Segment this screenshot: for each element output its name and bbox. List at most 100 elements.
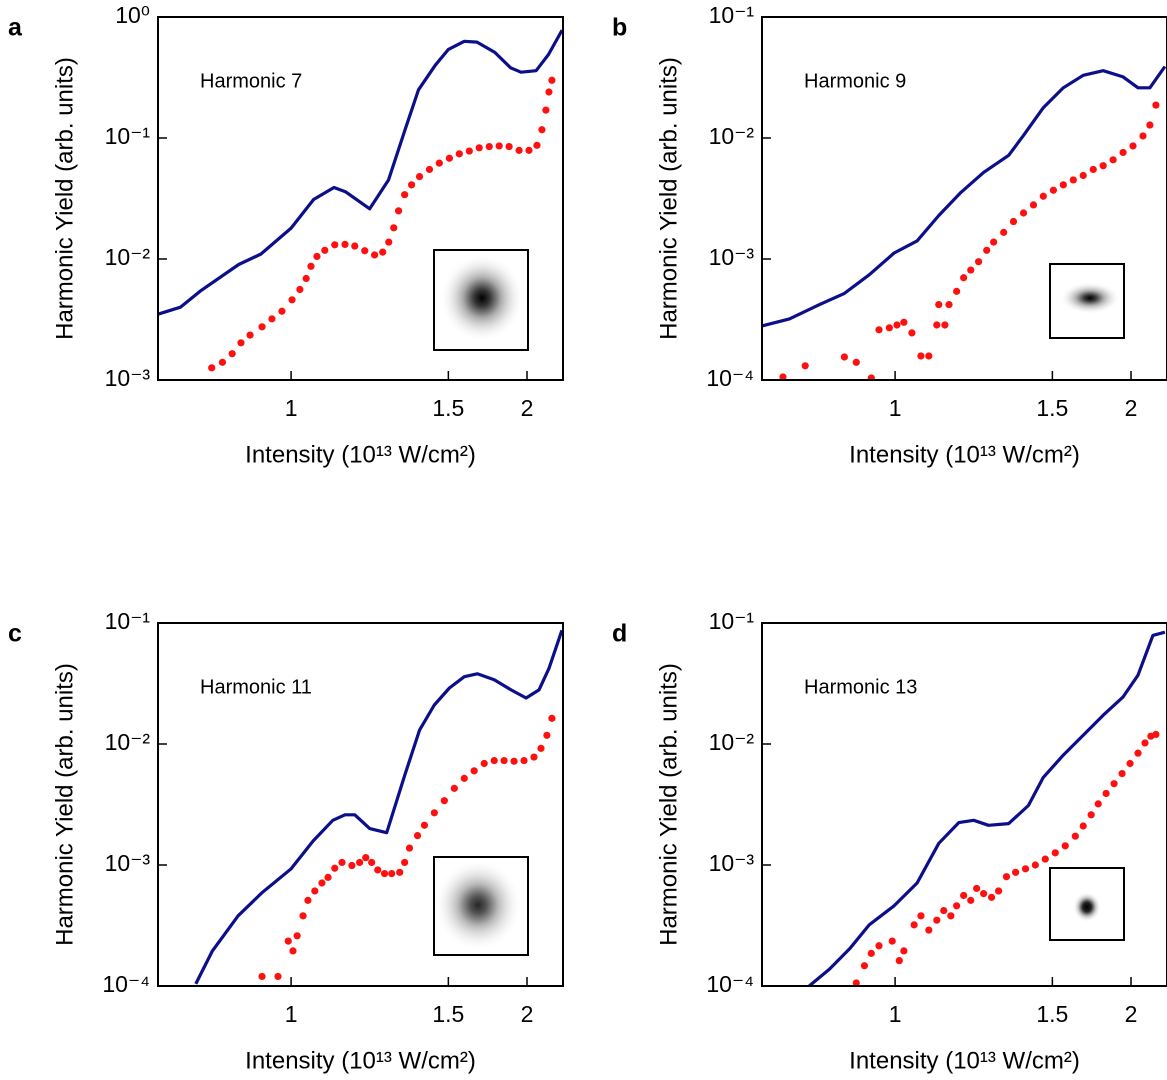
point	[370, 251, 379, 259]
inset-c	[433, 856, 529, 956]
point	[288, 296, 296, 304]
point	[500, 756, 508, 765]
point	[455, 150, 463, 158]
point	[435, 159, 443, 167]
point	[1041, 855, 1049, 863]
point	[1061, 842, 1069, 850]
point	[1146, 121, 1154, 129]
point	[875, 326, 883, 334]
point	[490, 756, 498, 765]
point	[900, 318, 908, 326]
y-tick-label: 10⁻¹	[105, 123, 151, 149]
axes-frame	[761, 16, 1167, 381]
point	[1099, 162, 1107, 170]
point	[867, 374, 875, 380]
point	[538, 126, 546, 134]
point	[801, 362, 809, 370]
point	[875, 942, 883, 950]
point	[1011, 868, 1020, 876]
point	[505, 142, 513, 151]
point	[278, 307, 286, 315]
point	[413, 831, 422, 840]
point	[1129, 142, 1137, 150]
point	[1031, 861, 1039, 869]
x-tick-label: 2	[1125, 1001, 1138, 1027]
point	[974, 258, 983, 266]
x-tick-label: 1	[285, 1001, 298, 1027]
point	[258, 972, 266, 981]
point	[385, 238, 393, 246]
point	[302, 274, 310, 283]
x-tick-label: 2	[1125, 395, 1138, 421]
point	[925, 926, 933, 934]
point	[440, 797, 448, 805]
x-axis-label: Intensity (10¹³ W/cm²)	[245, 1047, 476, 1074]
point	[237, 339, 245, 347]
point	[888, 937, 896, 945]
x-tick-label: 1.5	[432, 1001, 464, 1027]
point	[1102, 789, 1110, 798]
point	[425, 165, 434, 174]
point	[258, 323, 266, 331]
y-tick-label: 10⁻³	[709, 244, 755, 270]
panel: 1 1.5 2 10⁻⁴ 10⁻³ 10⁻² 10⁻¹ d Harmonic 13 Intensi…	[612, 608, 1167, 1074]
point	[321, 246, 329, 254]
point	[390, 224, 398, 232]
point	[311, 887, 319, 895]
point	[1002, 873, 1011, 881]
point	[548, 76, 556, 84]
point	[925, 352, 933, 360]
axes-frame	[157, 622, 564, 987]
point	[401, 191, 409, 199]
point	[945, 300, 953, 309]
point	[947, 912, 955, 920]
x-tick-label: 1	[285, 395, 298, 421]
point	[470, 767, 478, 775]
annotation: Harmonic 13	[804, 676, 917, 698]
point	[917, 912, 925, 920]
point	[380, 869, 389, 878]
y-axis-label: Harmonic Yield (arb. units)	[51, 57, 78, 340]
line	[808, 630, 1166, 986]
point	[953, 902, 961, 910]
plot-area	[808, 630, 1166, 986]
point	[543, 731, 551, 739]
point	[296, 285, 304, 294]
point	[356, 858, 364, 867]
annotation: Harmonic 7	[200, 70, 302, 92]
point	[520, 756, 528, 765]
point	[307, 262, 315, 270]
point	[867, 949, 875, 957]
point	[318, 879, 326, 887]
point	[218, 358, 227, 366]
y-tick-label: 10⁻¹	[709, 608, 755, 634]
annotation: Harmonic 11	[200, 676, 312, 698]
point	[460, 774, 468, 782]
point	[379, 248, 387, 256]
point	[852, 358, 860, 366]
y-tick-label: 10⁻⁴	[706, 365, 754, 391]
point	[1134, 749, 1142, 757]
point	[304, 896, 312, 904]
y-axis-label: Harmonic Yield (arb. units)	[655, 663, 682, 946]
y-tick-label: 10⁻²	[709, 729, 755, 755]
point	[331, 864, 339, 872]
x-tick-label: 2	[521, 395, 534, 421]
x-tick-label: 1.5	[432, 395, 464, 421]
y-tick-label: 10⁻⁴	[102, 971, 150, 997]
axes-frame	[157, 16, 564, 381]
point	[374, 866, 382, 874]
point	[1019, 209, 1028, 217]
point	[299, 912, 307, 920]
point	[362, 854, 370, 862]
point	[510, 757, 518, 765]
point	[917, 352, 925, 360]
point	[1087, 811, 1095, 819]
point	[465, 147, 473, 155]
inset-image	[440, 254, 524, 342]
point	[779, 373, 787, 380]
point	[525, 146, 533, 154]
point	[401, 858, 409, 867]
point	[331, 241, 339, 249]
point	[900, 947, 908, 955]
